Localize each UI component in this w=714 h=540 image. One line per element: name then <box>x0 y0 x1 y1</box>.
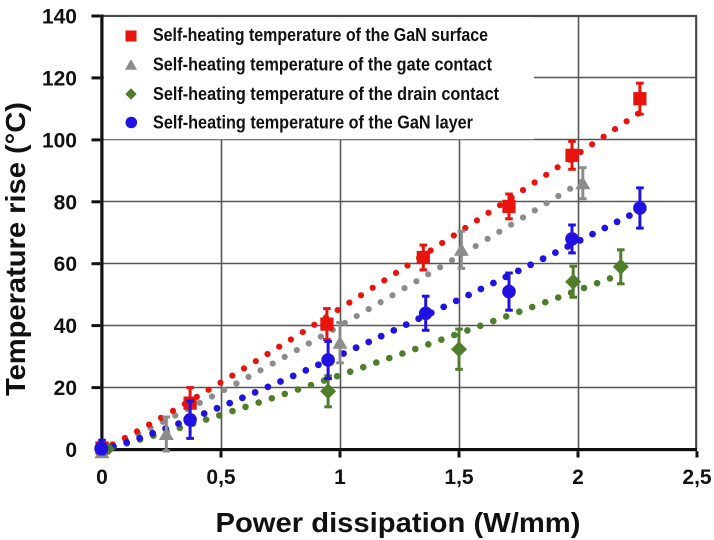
svg-text:Self-heating temperature of th: Self-heating temperature of the GaN surf… <box>153 25 488 45</box>
svg-text:Power dissipation (W/mm): Power dissipation (W/mm) <box>216 507 581 538</box>
svg-text:Self-heating temperature of th: Self-heating temperature of the gate con… <box>153 54 492 74</box>
svg-text:0,5: 0,5 <box>206 466 236 489</box>
svg-text:1,5: 1,5 <box>444 466 474 489</box>
svg-text:1: 1 <box>334 466 346 489</box>
svg-text:120: 120 <box>42 67 77 90</box>
svg-text:2: 2 <box>572 466 584 489</box>
svg-text:0: 0 <box>65 439 77 462</box>
svg-text:Self-heating temperature of th: Self-heating temperature of the drain co… <box>153 84 499 104</box>
svg-text:Temperature rise (°C): Temperature rise (°C) <box>0 102 31 396</box>
svg-text:60: 60 <box>54 253 77 276</box>
svg-text:2,5: 2,5 <box>682 466 712 489</box>
svg-text:0: 0 <box>96 466 108 489</box>
svg-text:100: 100 <box>42 129 77 152</box>
svg-text:40: 40 <box>54 315 77 338</box>
svg-text:Self-heating temperature of th: Self-heating temperature of the GaN laye… <box>153 112 473 132</box>
svg-text:20: 20 <box>54 377 77 400</box>
svg-text:140: 140 <box>42 6 77 29</box>
svg-text:80: 80 <box>54 191 77 214</box>
